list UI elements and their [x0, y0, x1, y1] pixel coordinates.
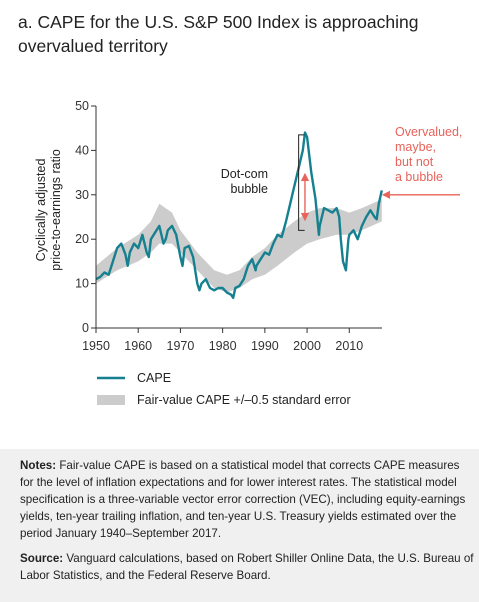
y-axis-label-line1: Cyclically adjusted: [34, 159, 48, 262]
notes-panel: [0, 449, 479, 602]
y-tick-label: 10: [75, 277, 89, 291]
x-tick-label: 1970: [167, 339, 195, 353]
x-tick-label: 1960: [124, 339, 152, 353]
source-text: Vanguard calculations, based on Robert S…: [20, 552, 474, 582]
axes-layer: 0 10 20 30 40 50 1950 1960 1970 1980 1990 2000 2010: [75, 99, 382, 353]
annotation-layer: [298, 134, 460, 231]
chart-title: a. CAPE for the U.S. S&P 500 Index is ap…: [18, 12, 419, 56]
overvalued-annotation-line4: a bubble: [395, 170, 443, 184]
dotcom-annotation-line1: Dot-com: [221, 167, 268, 181]
x-tick-label: 1980: [209, 339, 237, 353]
cape-line-layer: [95, 131, 383, 299]
legend-band-label: Fair-value CAPE +/–0.5 standard error: [137, 393, 351, 407]
notes-text: Fair-value CAPE is based on a statistica…: [20, 459, 466, 540]
x-tick-label: 1990: [251, 339, 279, 353]
x-tick-label: 1950: [82, 339, 110, 353]
overvalued-annotation-line2: maybe,: [395, 140, 436, 154]
y-tick-label: 40: [75, 143, 89, 157]
overvalued-annotation-line3: but not: [395, 155, 434, 169]
fair-value-band-layer: [96, 199, 382, 293]
y-tick-label: 50: [75, 99, 89, 113]
dotcom-annotation-line2: bubble: [230, 182, 268, 196]
source-paragraph: Source: Vanguard calculations, based on …: [20, 550, 475, 584]
x-tick-label: 2000: [293, 339, 321, 353]
notes-paragraph: Notes: Fair-value CAPE is based on a sta…: [20, 457, 475, 542]
legend-band-swatch: [97, 395, 125, 405]
y-tick-label: 30: [75, 188, 89, 202]
y-tick-label: 0: [82, 321, 89, 335]
notes-label: Notes:: [20, 459, 57, 472]
y-axis-label-line2: price-to-earnings ratio: [49, 149, 63, 271]
fair-value-band: [96, 199, 382, 293]
y-tick-label: 20: [75, 232, 89, 246]
x-tick-label: 2010: [335, 339, 363, 353]
overvalued-annotation-line1: Overvalued,: [395, 125, 462, 139]
legend-cape-label: CAPE: [137, 371, 171, 385]
dotcom-bracket: [298, 134, 305, 231]
cape-series-line: [95, 131, 383, 299]
source-label: Source:: [20, 552, 64, 565]
